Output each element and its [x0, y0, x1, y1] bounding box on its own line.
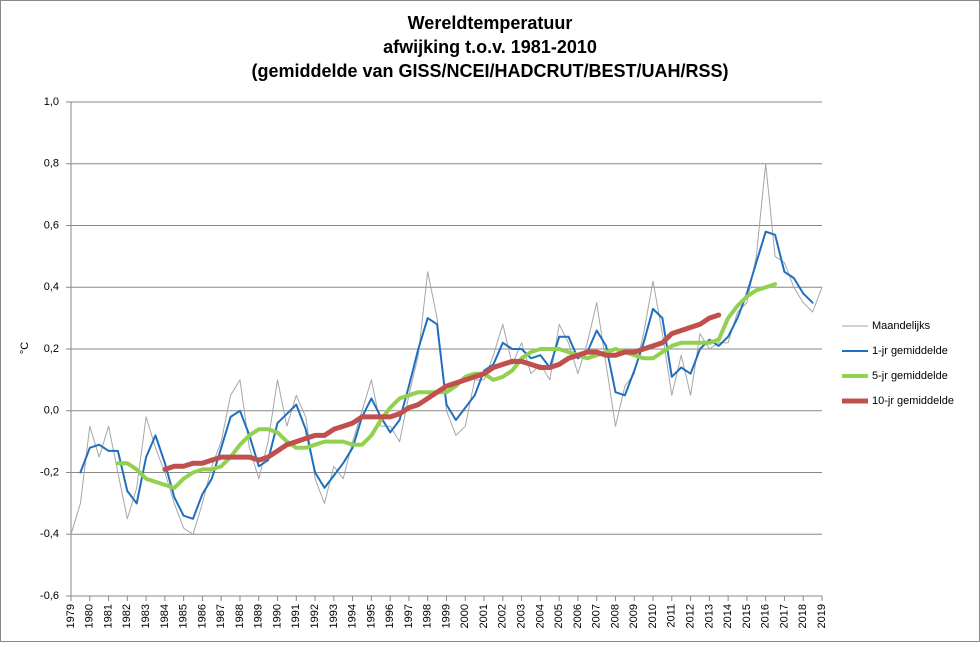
x-tick-label: 2005: [553, 604, 565, 628]
x-tick-label: 2004: [534, 604, 546, 628]
x-tick-label: 1997: [403, 604, 415, 628]
legend-label: 10-jr gemiddelde: [872, 395, 954, 407]
x-tick-label: 1979: [65, 604, 77, 628]
chart-title: afwijking t.o.v. 1981-2010: [383, 37, 597, 57]
x-tick-label: 1987: [215, 604, 227, 628]
y-tick-label: 0,6: [44, 219, 59, 231]
x-tick-label: 1992: [309, 604, 321, 628]
x-tick-label: 2008: [609, 604, 621, 628]
series-line: [162, 312, 722, 472]
x-tick-label: 2007: [591, 604, 603, 628]
x-tick-label: 2013: [703, 604, 715, 628]
y-tick-label: 0,2: [44, 343, 59, 355]
x-tick-label: 2006: [572, 604, 584, 628]
x-tick-label: 2017: [778, 604, 790, 628]
series-line: [115, 282, 778, 490]
chart-title: (gemiddelde van GISS/NCEI/HADCRUT/BEST/U…: [251, 61, 728, 81]
x-tick-label: 2002: [497, 604, 509, 628]
x-tick-label: 1999: [440, 604, 452, 628]
x-tick-label: 2003: [516, 604, 528, 628]
y-tick-label: 0,8: [44, 158, 59, 170]
y-tick-label: -0,6: [40, 590, 59, 602]
x-tick-label: 2014: [722, 604, 734, 628]
x-tick-label: 1985: [178, 604, 190, 628]
x-tick-label: 2019: [816, 604, 828, 628]
x-tick-label: 1995: [365, 604, 377, 628]
y-tick-label: 0,4: [44, 281, 59, 293]
x-tick-label: 2001: [478, 604, 490, 628]
x-tick-label: 2018: [797, 604, 809, 628]
x-tick-label: 2016: [760, 604, 772, 628]
y-tick-label: -0,4: [40, 528, 59, 540]
legend-label: 5-jr gemiddelde: [872, 370, 948, 382]
y-tick-label: -0,2: [40, 466, 59, 478]
x-tick-label: 1998: [422, 604, 434, 628]
x-tick-label: 1984: [159, 604, 171, 628]
x-tick-label: 1991: [290, 604, 302, 628]
x-tick-label: 1994: [347, 604, 359, 628]
y-tick-label: 0,0: [44, 405, 59, 417]
x-tick-label: 1988: [234, 604, 246, 628]
y-tick-label: 1,0: [44, 96, 59, 108]
legend-label: Maandelijks: [872, 320, 931, 332]
x-tick-label: 2000: [459, 604, 471, 628]
legend-label: 1-jr gemiddelde: [872, 345, 948, 357]
y-axis-label: °C: [19, 342, 31, 354]
x-tick-label: 1980: [84, 604, 96, 628]
series-line: [70, 163, 823, 535]
x-tick-label: 2011: [666, 604, 678, 628]
x-tick-label: 1993: [328, 604, 340, 628]
chart-title: Wereldtemperatuur: [408, 13, 573, 33]
x-tick-label: 1981: [102, 604, 114, 628]
x-tick-label: 1986: [196, 604, 208, 628]
x-tick-label: 2009: [628, 604, 640, 628]
x-tick-label: 2012: [684, 604, 696, 628]
x-tick-label: 2015: [741, 604, 753, 628]
x-tick-label: 2010: [647, 604, 659, 628]
series-line: [79, 230, 814, 520]
x-tick-label: 1990: [271, 604, 283, 628]
x-tick-label: 1982: [121, 604, 133, 628]
x-tick-label: 1996: [384, 604, 396, 628]
x-tick-label: 1989: [253, 604, 265, 628]
x-tick-label: 1983: [140, 604, 152, 628]
